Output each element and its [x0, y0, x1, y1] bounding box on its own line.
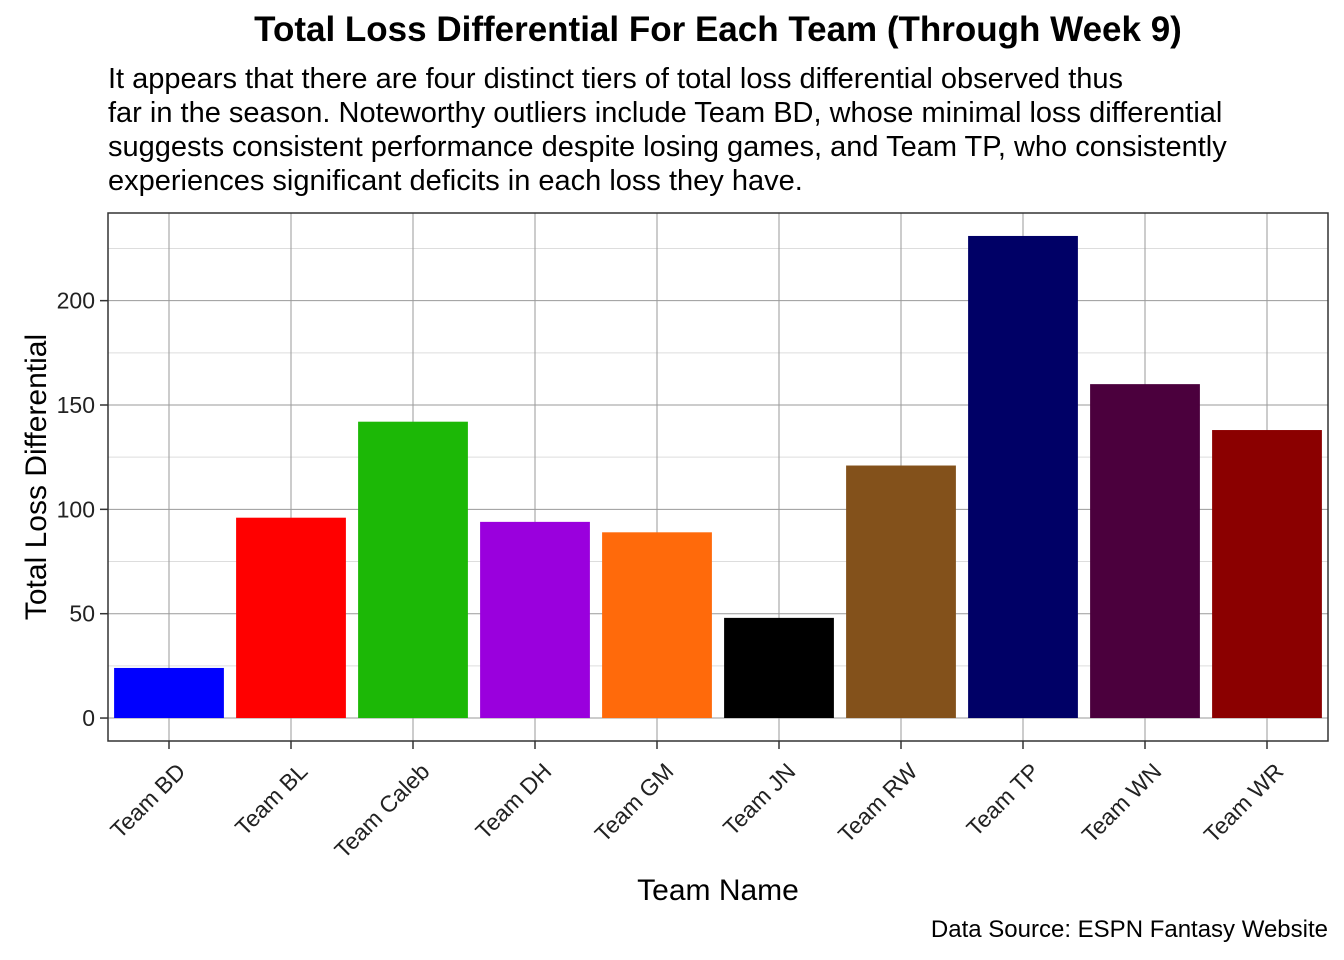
x-tick-label: Team Caleb [329, 758, 434, 863]
bar [602, 532, 712, 719]
x-tick-label: Team GM [590, 758, 679, 847]
chart-subtitle: It appears that there are four distinct … [108, 62, 1344, 198]
bar [1212, 430, 1322, 719]
bar [846, 465, 956, 719]
bar [358, 421, 468, 719]
chart-title: Total Loss Differential For Each Team (T… [254, 10, 1182, 49]
y-tick-label: 50 [69, 601, 95, 627]
y-tick-label: 200 [57, 288, 95, 314]
x-tick-label: Team BD [105, 758, 190, 843]
x-tick-label: Team WN [1077, 758, 1167, 848]
y-tick-label: 0 [82, 705, 95, 731]
subtitle-line: far in the season. Noteworthy outliers i… [108, 97, 1223, 129]
bar [236, 517, 346, 719]
bar [114, 667, 224, 719]
x-tick-label: Team BL [230, 758, 313, 841]
bar [480, 521, 590, 719]
y-tick-label: 150 [57, 392, 95, 418]
plot-panel-border [107, 212, 1329, 742]
x-tick-label: Team TP [961, 758, 1044, 841]
x-tick-label: Team JN [718, 758, 801, 841]
subtitle-line: suggests consistent performance despite … [108, 131, 1227, 163]
x-axis-label: Team Name [637, 874, 799, 907]
y-axis-label: Total Loss Differential [20, 334, 53, 620]
bar [724, 617, 834, 719]
bars [114, 235, 1322, 719]
subtitle-line: experiences significant deficits in each… [108, 165, 803, 197]
bar [1090, 384, 1200, 719]
y-axis: 0 50 100 150 200 [57, 288, 108, 731]
bar [968, 235, 1078, 719]
x-tick-label: Team DH [470, 758, 556, 844]
x-tick-label: Team RW [833, 758, 923, 848]
x-axis: Team BD Team BL Team Caleb Team DH Team GM Te… [105, 741, 1288, 863]
data-source-caption: Data Source: ESPN Fantasy Website [930, 916, 1328, 943]
x-tick-label: Team WR [1199, 758, 1289, 848]
y-tick-label: 100 [57, 496, 95, 522]
subtitle-line: It appears that there are four distinct … [108, 63, 1124, 95]
